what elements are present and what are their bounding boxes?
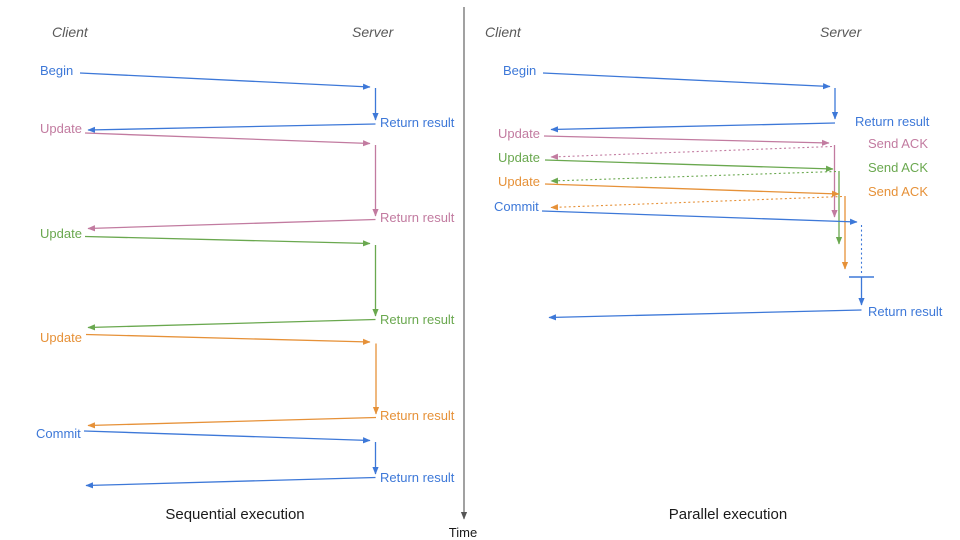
parallel-panel: Client Server Begin Return result Update… [485,24,943,523]
right-commit-return-label: Return result [868,304,943,319]
right-update2-label: Update [498,150,540,165]
right-client-header: Client [485,24,522,40]
time-axis-label: Time [449,525,477,540]
right-update2-ack-label: Send ACK [868,160,928,175]
right-commit-request-line [541,210,858,225]
right-update3-request-line [544,183,840,197]
right-update3-ack-line [550,195,843,211]
sequential-panel: Client Server Begin Return result Update… [36,24,455,523]
left-update1-request-line [84,132,371,147]
right-update1-ack-label: Send ACK [868,136,928,151]
right-begin-request-line [542,72,831,90]
time-axis: Time [449,7,477,540]
right-server-header: Server [820,24,863,40]
right-update2-request-line [544,159,834,172]
left-commit-return-line [85,476,376,489]
left-begin-return-line [87,123,376,133]
left-begin-label: Begin [40,63,73,78]
right-update1-ack-line [550,145,833,160]
left-update3-request-line [85,333,371,345]
left-client-header: Client [52,24,89,40]
left-update1-return-label: Return result [380,210,455,225]
right-update3-ack-label: Send ACK [868,184,928,199]
left-commit-return-label: Return result [380,470,455,485]
left-update2-label: Update [40,226,82,241]
right-panel-title: Parallel execution [669,506,787,523]
left-begin-request-line [79,72,371,90]
right-update2-ack-line [550,170,837,184]
left-update3-label: Update [40,330,82,345]
left-update2-return-line [87,318,376,331]
right-update3-label: Update [498,174,540,189]
left-begin-return-label: Return result [380,115,455,130]
left-update2-request-line [84,235,371,247]
left-commit-label: Commit [36,426,81,441]
left-update1-label: Update [40,121,82,136]
right-begin-label: Begin [503,63,536,78]
left-update3-return-label: Return result [380,408,455,423]
right-update1-request-line [543,135,830,146]
left-commit-request-line [83,430,371,444]
left-server-header: Server [352,24,395,40]
left-update2-return-label: Return result [380,312,455,327]
right-commit-label: Commit [494,199,539,214]
right-update1-label: Update [498,126,540,141]
left-panel-title: Sequential execution [165,506,304,523]
right-begin-return-label: Return result [855,114,930,129]
left-update3-return-line [87,416,377,429]
right-begin-return-line [550,122,836,133]
left-update1-return-line [87,218,376,232]
right-commit-return-line [548,309,862,321]
